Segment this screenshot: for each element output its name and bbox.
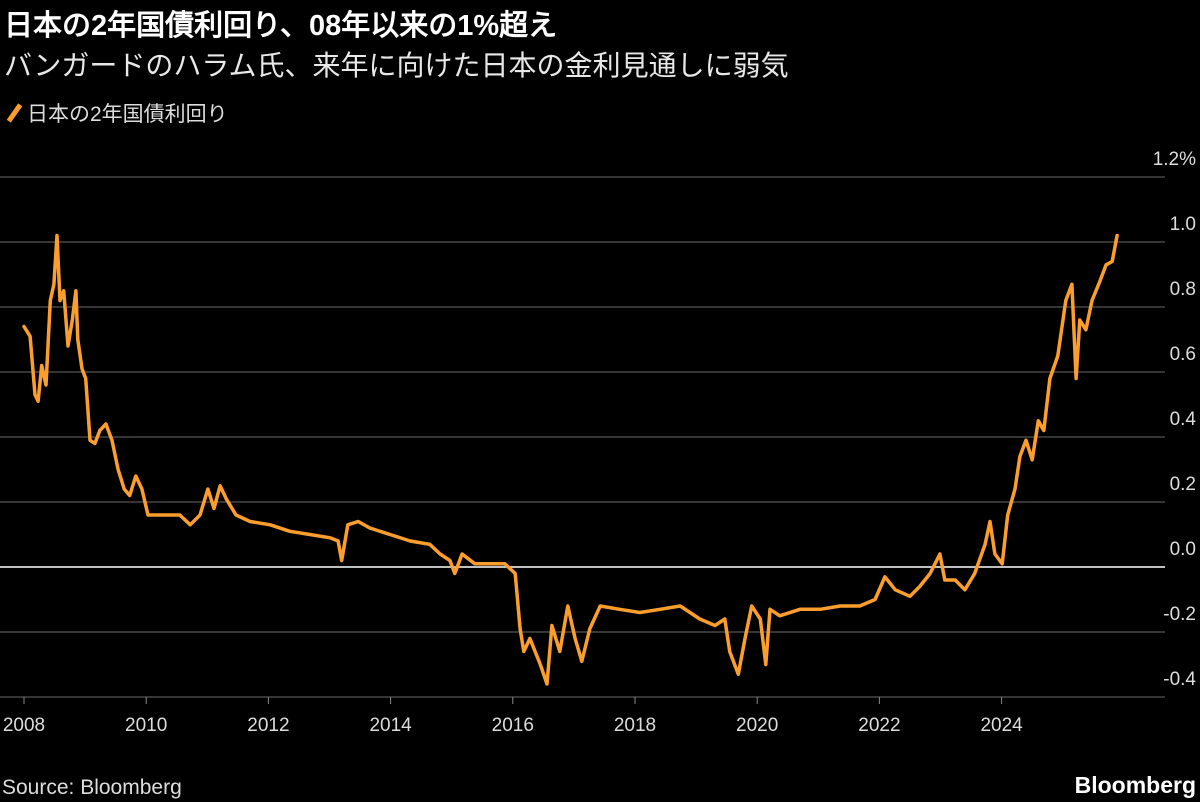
y-tick-label: -0.4 — [1163, 669, 1196, 690]
y-tick-label: 0.2 — [1170, 474, 1196, 495]
legend: 日本の2年国債利回り — [6, 98, 228, 128]
x-tick-label: 2022 — [858, 715, 900, 736]
x-tick-label: 2024 — [980, 715, 1023, 736]
series-line — [22, 233, 1119, 686]
y-tick-label: 1.2% — [1153, 149, 1196, 170]
brand-logo: Bloomberg — [1074, 772, 1196, 798]
x-tick-label: 2012 — [247, 715, 289, 736]
legend-label: 日本の2年国債利回り — [27, 103, 228, 126]
chart-subtitle: バンガードのハラム氏、来年に向けた日本の金利見通しに弱気 — [4, 50, 789, 81]
x-tick-label: 2014 — [369, 715, 412, 736]
y-tick-label: 0.4 — [1170, 409, 1197, 430]
x-tick-label: 2018 — [614, 715, 656, 736]
x-tick-label: 2010 — [125, 715, 167, 736]
y-tick-label: 0.6 — [1170, 344, 1196, 365]
chart-title: 日本の2年国債利回り、08年以来の1%超え — [4, 10, 558, 42]
y-tick-label: 0.8 — [1170, 279, 1196, 300]
y-tick-label: 1.0 — [1170, 214, 1196, 235]
x-tick-label: 2008 — [3, 715, 45, 736]
y-tick-label: 0.0 — [1170, 539, 1196, 560]
source-note: Source: Bloomberg — [2, 776, 182, 799]
x-tick-label: 2020 — [736, 715, 778, 736]
y-tick-label: -0.2 — [1163, 604, 1196, 625]
x-tick-label: 2016 — [492, 715, 534, 736]
